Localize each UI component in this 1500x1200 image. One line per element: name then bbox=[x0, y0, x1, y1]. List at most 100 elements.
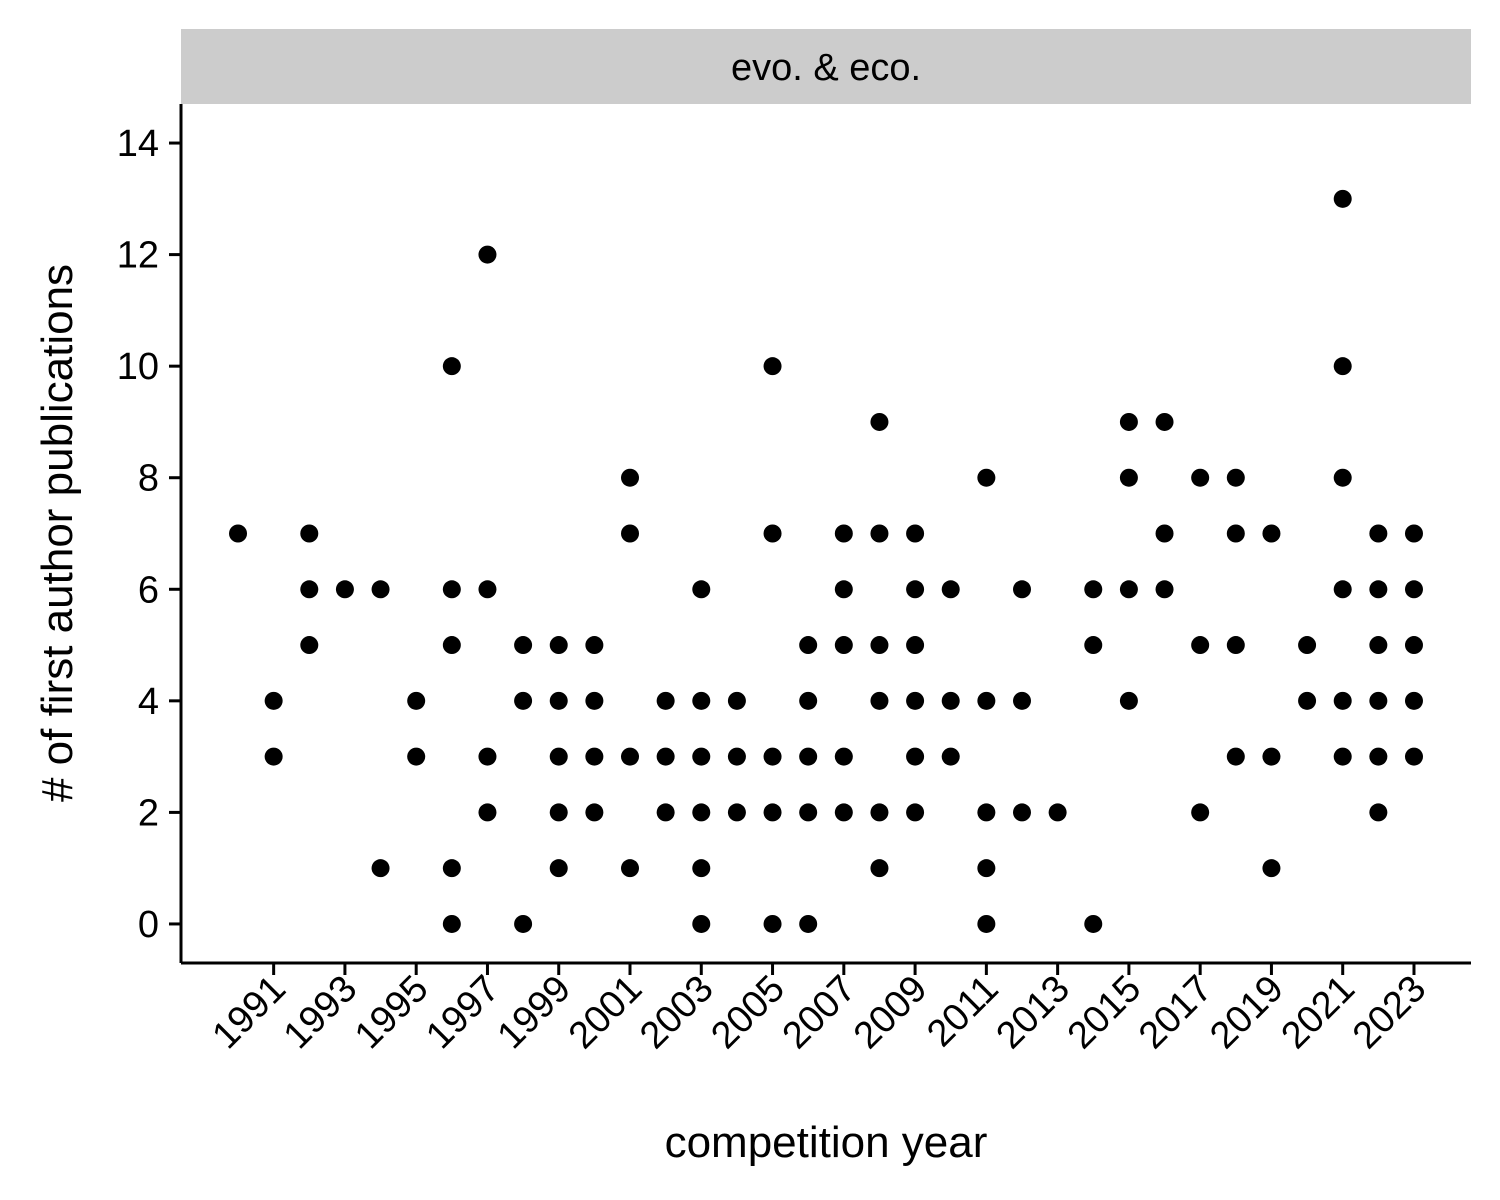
data-point bbox=[906, 691, 925, 710]
data-point bbox=[442, 914, 461, 933]
data-point bbox=[906, 636, 925, 655]
data-point bbox=[478, 803, 497, 822]
data-point bbox=[977, 803, 996, 822]
data-point bbox=[906, 747, 925, 766]
data-point bbox=[478, 580, 497, 599]
data-point bbox=[1404, 580, 1423, 599]
data-point bbox=[1369, 747, 1388, 766]
data-point bbox=[442, 636, 461, 655]
data-point bbox=[941, 580, 960, 599]
data-point bbox=[656, 747, 675, 766]
data-point bbox=[1048, 803, 1067, 822]
data-point bbox=[264, 691, 283, 710]
data-point bbox=[941, 747, 960, 766]
data-point bbox=[514, 636, 533, 655]
data-point bbox=[549, 803, 568, 822]
data-point bbox=[763, 357, 782, 376]
data-point bbox=[1333, 468, 1352, 487]
data-point bbox=[442, 859, 461, 878]
data-point bbox=[407, 747, 426, 766]
x-tick-label: 2023 bbox=[1345, 968, 1434, 1057]
x-tick-label: 2019 bbox=[1202, 968, 1291, 1057]
data-point bbox=[870, 524, 889, 543]
x-axis-ticks: 1991199319951997199920012003200520072009… bbox=[205, 963, 1434, 1057]
data-point bbox=[549, 747, 568, 766]
data-point bbox=[763, 524, 782, 543]
x-tick-label: 2011 bbox=[919, 968, 1006, 1055]
data-point bbox=[906, 580, 925, 599]
data-point bbox=[621, 524, 640, 543]
y-tick-label: 10 bbox=[117, 346, 159, 388]
data-point bbox=[1369, 524, 1388, 543]
x-tick-label: 2009 bbox=[846, 968, 935, 1057]
data-point bbox=[442, 580, 461, 599]
data-point bbox=[335, 580, 354, 599]
facet-strip bbox=[181, 29, 1471, 104]
data-point bbox=[906, 803, 925, 822]
data-point bbox=[656, 691, 675, 710]
data-point bbox=[799, 636, 818, 655]
x-tick-label: 1995 bbox=[347, 968, 436, 1057]
data-point bbox=[1369, 691, 1388, 710]
data-point bbox=[264, 747, 283, 766]
data-point bbox=[941, 691, 960, 710]
data-point bbox=[727, 691, 746, 710]
data-point bbox=[1191, 636, 1210, 655]
data-point bbox=[300, 636, 319, 655]
data-point bbox=[1084, 914, 1103, 933]
data-point bbox=[1226, 524, 1245, 543]
data-point bbox=[763, 803, 782, 822]
data-point bbox=[300, 524, 319, 543]
data-point bbox=[763, 914, 782, 933]
data-point bbox=[727, 747, 746, 766]
data-point bbox=[1262, 747, 1281, 766]
data-point bbox=[549, 636, 568, 655]
data-point bbox=[656, 803, 675, 822]
y-tick-label: 6 bbox=[138, 569, 159, 611]
x-tick-label: 1993 bbox=[276, 968, 365, 1057]
data-point bbox=[692, 580, 711, 599]
data-point bbox=[1262, 524, 1281, 543]
data-point bbox=[977, 468, 996, 487]
data-point bbox=[1404, 524, 1423, 543]
data-point bbox=[1404, 747, 1423, 766]
data-point bbox=[1191, 803, 1210, 822]
data-point bbox=[1012, 580, 1031, 599]
data-point bbox=[977, 691, 996, 710]
data-point bbox=[727, 803, 746, 822]
data-point bbox=[799, 747, 818, 766]
data-point bbox=[621, 747, 640, 766]
y-tick-label: 12 bbox=[117, 235, 159, 277]
data-point bbox=[1155, 580, 1174, 599]
data-point bbox=[585, 636, 604, 655]
data-point bbox=[621, 468, 640, 487]
x-tick-label: 2021 bbox=[1274, 968, 1363, 1057]
data-point bbox=[478, 245, 497, 264]
x-tick-label: 2001 bbox=[561, 968, 650, 1057]
y-tick-label: 4 bbox=[138, 681, 159, 723]
x-tick-label: 2017 bbox=[1131, 968, 1220, 1057]
data-point bbox=[834, 803, 853, 822]
data-point bbox=[692, 803, 711, 822]
data-point bbox=[1084, 636, 1103, 655]
y-axis-ticks: 0 2 4 6 8 10 12 14 bbox=[117, 123, 181, 946]
data-point bbox=[692, 747, 711, 766]
facet-label: evo. & eco. bbox=[731, 47, 921, 89]
data-point bbox=[1226, 468, 1245, 487]
data-point bbox=[621, 859, 640, 878]
data-point bbox=[1369, 636, 1388, 655]
data-point bbox=[1333, 189, 1352, 208]
data-point bbox=[799, 914, 818, 933]
data-point bbox=[300, 580, 319, 599]
data-point bbox=[1119, 580, 1138, 599]
data-point bbox=[692, 859, 711, 878]
data-point bbox=[870, 412, 889, 431]
data-point bbox=[549, 691, 568, 710]
data-point bbox=[1262, 859, 1281, 878]
data-point bbox=[870, 691, 889, 710]
data-point bbox=[1333, 691, 1352, 710]
data-point bbox=[870, 859, 889, 878]
data-point bbox=[1226, 747, 1245, 766]
y-tick-label: 0 bbox=[138, 904, 159, 946]
